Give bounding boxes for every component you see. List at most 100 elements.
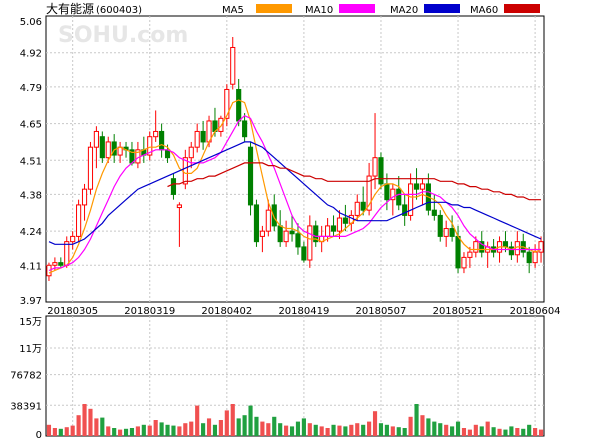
candle-down	[378, 157, 384, 185]
volume-bar	[307, 423, 312, 436]
price-panel-frame	[45, 15, 545, 303]
candle-up	[419, 183, 426, 190]
volume-bar	[100, 417, 105, 436]
candle-down	[277, 225, 283, 243]
legend-swatch-ma60	[504, 4, 540, 13]
volume-bar	[396, 427, 401, 436]
volume-y-axis: 15万 11万 76782 38391 0	[10, 317, 42, 440]
volume-tick-label: 38391	[10, 401, 42, 412]
volume-bar	[88, 408, 93, 436]
candle-down	[271, 204, 277, 227]
date-tick-label: 20180402	[201, 306, 252, 317]
date-tick-label: 20180419	[278, 306, 329, 317]
volume-bar	[361, 424, 366, 436]
volume-bar	[473, 424, 478, 436]
price-tick-label: 5.06	[20, 17, 42, 28]
volume-bar	[159, 422, 164, 436]
legend-label-ma20: MA20	[390, 5, 418, 16]
candle-down	[301, 246, 307, 261]
legend: MA5 MA10 MA20 MA60	[222, 4, 540, 16]
candle-down	[479, 241, 485, 253]
candle-up	[443, 228, 449, 237]
volume-bar	[349, 424, 354, 436]
ma-line-ma20	[48, 141, 542, 245]
volume-bar	[189, 421, 194, 436]
volume-bar	[70, 425, 75, 436]
candle-up	[461, 256, 467, 269]
volume-bar	[461, 428, 467, 436]
ma-line-ma5	[48, 99, 542, 274]
date-tick-label: 20180604	[510, 306, 561, 317]
volume-bar	[527, 424, 532, 436]
volume-bar	[313, 424, 318, 436]
volume-bar	[408, 416, 413, 436]
candle-down	[313, 225, 319, 243]
volume-bars	[46, 404, 544, 436]
volume-bar	[414, 404, 419, 436]
volume-bar	[76, 415, 81, 436]
volume-bar	[260, 421, 265, 436]
candle-down	[170, 178, 177, 195]
volume-bar	[426, 418, 431, 436]
candle-up	[188, 146, 194, 159]
candle-up	[283, 230, 289, 243]
ma-lines	[48, 99, 542, 274]
volume-bar	[295, 421, 301, 436]
legend-label-ma5: MA5	[222, 5, 244, 16]
watermark: SOHU.com	[58, 23, 188, 48]
volume-bar	[153, 420, 158, 436]
candle-up	[182, 157, 188, 185]
volume-bar	[485, 421, 490, 436]
volume-bar	[402, 428, 407, 436]
candle-up	[93, 130, 99, 148]
price-tick-label: 3.97	[20, 296, 42, 307]
candle-up	[265, 209, 271, 232]
volume-bar	[254, 416, 259, 436]
price-tick-label: 4.38	[20, 190, 42, 201]
date-tick-label: 20180305	[47, 306, 98, 317]
price-tick-label: 4.65	[20, 120, 42, 131]
price-x-axis: 20180305 20180319 20180402 20180419 20180507…	[47, 306, 560, 317]
volume-bar	[224, 410, 229, 436]
volume-tick-label: 11万	[19, 344, 42, 355]
candle-down	[58, 262, 64, 266]
volume-bar	[343, 426, 348, 436]
candle-up	[70, 235, 76, 243]
volume-bar	[384, 424, 389, 436]
candle-down	[247, 146, 254, 206]
volume-tick-label: 15万	[19, 317, 42, 328]
candle-down	[159, 130, 165, 151]
candle-up	[147, 136, 153, 156]
price-tick-label: 4.24	[20, 227, 42, 238]
volume-bar	[165, 424, 170, 436]
volume-bar	[355, 423, 360, 436]
volume-bar	[171, 425, 176, 436]
volume-bar	[266, 423, 271, 436]
volume-bar	[236, 418, 241, 436]
candle-up	[46, 264, 52, 277]
volume-bar	[521, 428, 526, 436]
candle-up	[224, 88, 230, 119]
candle-up	[218, 117, 224, 132]
legend-label-ma60: MA60	[470, 5, 498, 16]
volume-bar	[135, 426, 140, 436]
volume-bar	[455, 421, 461, 436]
volume-bar	[444, 424, 449, 436]
chart-title: 大有能源	[46, 2, 94, 16]
candle-down	[295, 233, 301, 248]
candle-down	[99, 136, 105, 159]
ma-line-ma10	[48, 114, 541, 272]
candle-up	[390, 188, 396, 201]
volume-bar	[533, 428, 538, 436]
candle-down	[384, 183, 390, 201]
volume-bar	[94, 418, 99, 436]
volume-bar	[278, 423, 283, 436]
candle-down	[236, 88, 242, 122]
candle-up	[366, 175, 372, 211]
stock-code: (600403)	[96, 5, 142, 16]
volume-bar	[325, 428, 330, 436]
price-tick-label: 4.79	[20, 83, 42, 94]
legend-label-ma10: MA10	[305, 5, 333, 16]
legend-swatch-ma20	[424, 4, 460, 13]
